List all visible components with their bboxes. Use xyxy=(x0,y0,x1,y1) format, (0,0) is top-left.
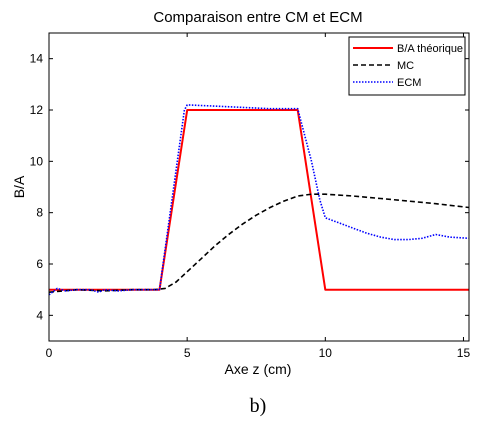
x-tick-label-0: 0 xyxy=(46,346,53,360)
y-tick-label-4: 12 xyxy=(30,103,44,117)
y-tick-label-1: 6 xyxy=(36,257,43,271)
y-axis-label: B/A xyxy=(11,175,27,198)
series-line-0 xyxy=(49,109,469,291)
x-axis-label: Axe z (cm) xyxy=(225,361,292,377)
legend-box xyxy=(348,36,466,96)
legend-label-2: ECM xyxy=(397,77,421,89)
y-tick-label-3: 10 xyxy=(30,154,44,168)
x-tick-label-1: 5 xyxy=(184,346,191,360)
chart-title: Comparaison entre CM et ECM xyxy=(153,9,362,26)
axis-layer: 0 5 10 15 4 6 8 10 12 14 xyxy=(30,33,471,360)
figure-caption: b) xyxy=(250,395,267,417)
y-tick-label-5: 14 xyxy=(30,52,44,66)
legend: B/A théorique MC ECM xyxy=(348,36,466,96)
series-layer xyxy=(48,104,470,296)
x-tick-label-3: 15 xyxy=(457,346,471,360)
legend-label-0: B/A théorique xyxy=(397,43,463,55)
series-line-2 xyxy=(48,104,470,296)
legend-label-1: MC xyxy=(397,60,414,72)
y-tick-label-2: 8 xyxy=(36,206,43,220)
plot-frame xyxy=(48,32,470,342)
x-tick-label-2: 10 xyxy=(319,346,333,360)
y-tick-label-0: 4 xyxy=(36,308,43,322)
series-line-1 xyxy=(48,193,470,293)
